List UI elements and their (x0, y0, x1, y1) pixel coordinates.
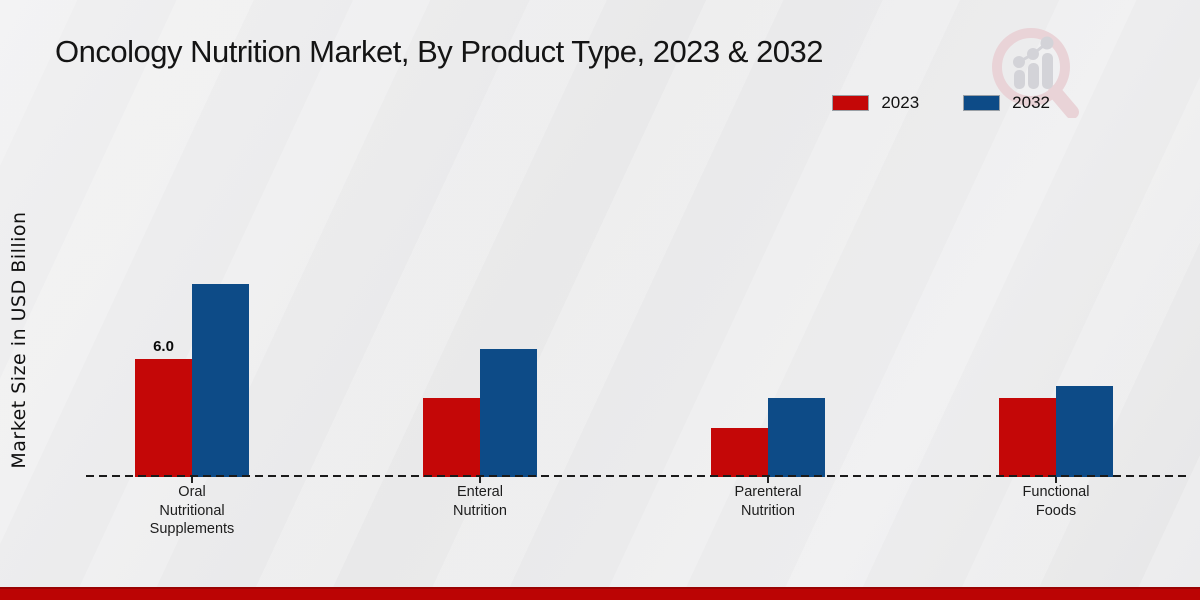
chart-title: Oncology Nutrition Market, By Product Ty… (55, 34, 824, 69)
bar-2032-oral-nutritional-supplements (192, 284, 249, 477)
bar-2023-enteral-nutrition (423, 398, 480, 477)
legend-label-2032: 2032 (1012, 93, 1050, 112)
bar-value-label: 6.0 (153, 338, 174, 355)
legend-swatch-2023 (832, 95, 870, 111)
legend-item-2032: 2032 (963, 93, 1050, 113)
footer-stripe (0, 587, 1200, 600)
bar-2023-functional-foods (999, 398, 1056, 477)
axis-tick (1055, 477, 1057, 483)
category-label-parenteral-nutrition: Parenteral Nutrition (734, 484, 802, 519)
bar-2032-parenteral-nutrition (768, 398, 825, 477)
category-label-enteral-nutrition: Enteral Nutrition (453, 484, 507, 519)
legend-swatch-2032 (963, 95, 1001, 111)
bar-2023-oral-nutritional-supplements (135, 359, 192, 477)
axis-tick (479, 477, 481, 483)
axis-tick (767, 477, 769, 483)
legend-label-2023: 2023 (881, 93, 920, 112)
legend-item-2023: 2023 (832, 93, 919, 113)
bar-2032-functional-foods (1056, 386, 1113, 477)
watermark-logo (988, 22, 1080, 123)
axis-tick (191, 477, 193, 483)
magnifier-bar-chart-icon (992, 28, 1079, 119)
category-label-oral-nutritional-supplements: Oral Nutritional Supplements (149, 484, 235, 537)
x-axis-line (86, 475, 1191, 477)
bar-2032-enteral-nutrition (480, 349, 537, 477)
legend: 2023 2032 (832, 93, 1050, 113)
bar-2023-parenteral-nutrition (711, 428, 768, 477)
category-label-functional-foods: Functional Foods (1022, 484, 1090, 519)
